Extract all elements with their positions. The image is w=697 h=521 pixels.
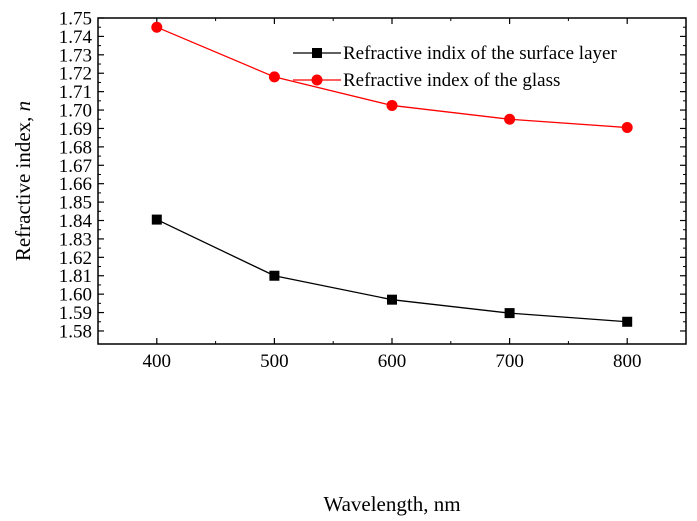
y-axis-title-main: Refractive index, — [11, 111, 35, 261]
series-2-point — [621, 122, 633, 134]
y-tick-label: 1.75 — [59, 9, 92, 30]
legend: Refractive indix of the surface layer Ref… — [293, 43, 617, 91]
y-axis-title: Refractive index, n — [11, 101, 35, 261]
series-2-point — [151, 21, 163, 33]
x-tick-label: 500 — [260, 351, 289, 372]
y-tick-label: 1.70 — [59, 101, 92, 122]
y-tick-label: 1.60 — [59, 285, 92, 306]
x-axis-title: Wavelength, nm — [323, 492, 460, 516]
y-tick-label: 1.85 — [59, 193, 92, 214]
y-tick-label: 1.84 — [59, 211, 93, 232]
y-axis-title-variable: n — [11, 101, 35, 112]
y-tick-label: 1.69 — [59, 119, 92, 140]
y-tick-label: 1.83 — [59, 229, 92, 250]
y-tick-label: 1.74 — [59, 27, 93, 48]
y-tick-label: 1.81 — [59, 266, 92, 287]
series-2-point — [504, 113, 516, 125]
y-tick-label: 1.71 — [59, 82, 92, 103]
series-1-point — [504, 308, 515, 319]
y-tick-label: 1.73 — [59, 45, 92, 66]
series-2-point — [386, 99, 398, 111]
y-tick-label: 1.58 — [59, 321, 92, 342]
series-layer — [151, 21, 633, 327]
plot-area: 1.581.591.601.811.621.831.841.851.661.67… — [59, 9, 687, 372]
y-tick-label: 1.62 — [59, 248, 92, 269]
x-tick-label: 600 — [378, 351, 407, 372]
y-tick-label: 1.68 — [59, 137, 92, 158]
y-axis-ticks: 1.581.591.601.811.621.831.841.851.661.67… — [59, 9, 686, 342]
legend-marker-2 — [311, 74, 323, 86]
series-1-point — [387, 294, 397, 305]
series-1-point — [622, 316, 633, 327]
series-2-point — [268, 71, 280, 83]
legend-label-1: Refractive indix of the surface layer — [343, 43, 617, 64]
series-1-point — [269, 270, 280, 281]
y-tick-label: 1.59 — [59, 303, 92, 324]
y-tick-label: 1.67 — [59, 156, 92, 177]
x-axis-ticks: 400 500 600 700 800 — [97, 18, 687, 372]
x-tick-label: 700 — [495, 351, 524, 372]
x-tick-label: 800 — [613, 351, 642, 372]
series-1-point — [151, 214, 162, 225]
y-tick-label: 1.66 — [59, 174, 92, 195]
legend-marker-1 — [312, 48, 322, 58]
x-tick-label: 400 — [143, 351, 172, 372]
y-tick-label: 1.72 — [59, 64, 92, 85]
legend-label-2: Refractive index of the glass — [343, 70, 560, 91]
